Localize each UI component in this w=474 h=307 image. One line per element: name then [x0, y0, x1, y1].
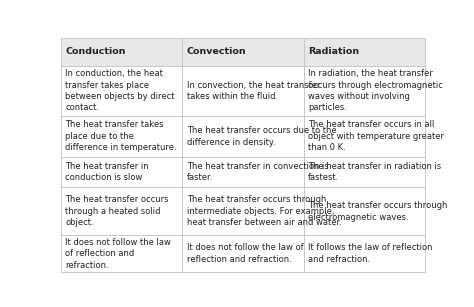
Text: In radiation, the heat transfer
occurs through electromagnetic
waves without inv: In radiation, the heat transfer occurs t…: [308, 69, 443, 112]
FancyBboxPatch shape: [182, 66, 304, 116]
FancyBboxPatch shape: [61, 157, 182, 187]
FancyBboxPatch shape: [304, 66, 425, 116]
Text: The heat transfer occurs through
electromagnetic waves.: The heat transfer occurs through electro…: [308, 201, 447, 222]
FancyBboxPatch shape: [61, 187, 182, 235]
FancyBboxPatch shape: [61, 235, 182, 272]
Text: Convection: Convection: [187, 47, 246, 56]
FancyBboxPatch shape: [182, 116, 304, 157]
Text: It does not follow the law of
reflection and refraction.: It does not follow the law of reflection…: [187, 243, 303, 264]
FancyBboxPatch shape: [61, 66, 182, 116]
FancyBboxPatch shape: [182, 157, 304, 187]
Text: The heat transfer in
conduction is slow: The heat transfer in conduction is slow: [65, 162, 149, 182]
Text: The heat transfer takes
place due to the
difference in temperature.: The heat transfer takes place due to the…: [65, 120, 177, 152]
FancyBboxPatch shape: [182, 187, 304, 235]
FancyBboxPatch shape: [304, 235, 425, 272]
FancyBboxPatch shape: [304, 38, 425, 66]
FancyBboxPatch shape: [182, 38, 304, 66]
Text: It does not follow the law
of reflection and
refraction.: It does not follow the law of reflection…: [65, 238, 172, 270]
FancyBboxPatch shape: [304, 116, 425, 157]
Text: It follows the law of reflection
and refraction.: It follows the law of reflection and ref…: [308, 243, 433, 264]
Text: In convection, the heat transfer
takes within the fluid.: In convection, the heat transfer takes w…: [187, 80, 320, 101]
Text: The heat transfer occurs
through a heated solid
object.: The heat transfer occurs through a heate…: [65, 195, 169, 227]
FancyBboxPatch shape: [182, 235, 304, 272]
Text: The heat transfer in convection is
faster.: The heat transfer in convection is faste…: [187, 162, 328, 182]
FancyBboxPatch shape: [61, 116, 182, 157]
Text: Radiation: Radiation: [308, 47, 359, 56]
Text: Conduction: Conduction: [65, 47, 126, 56]
Text: In conduction, the heat
transfer takes place
between objects by direct
contact.: In conduction, the heat transfer takes p…: [65, 69, 175, 112]
Text: The heat transfer occurs through
intermediate objects. For example,
heat transfe: The heat transfer occurs through interme…: [187, 195, 341, 227]
FancyBboxPatch shape: [61, 38, 182, 66]
FancyBboxPatch shape: [304, 157, 425, 187]
FancyBboxPatch shape: [304, 187, 425, 235]
Text: The heat transfer occurs in all
object with temperature greater
than 0 K.: The heat transfer occurs in all object w…: [308, 120, 444, 152]
Text: The heat transfer occurs due to the
difference in density.: The heat transfer occurs due to the diff…: [187, 126, 336, 147]
Text: The heat transfer in radiation is
fastest.: The heat transfer in radiation is fastes…: [308, 162, 441, 182]
